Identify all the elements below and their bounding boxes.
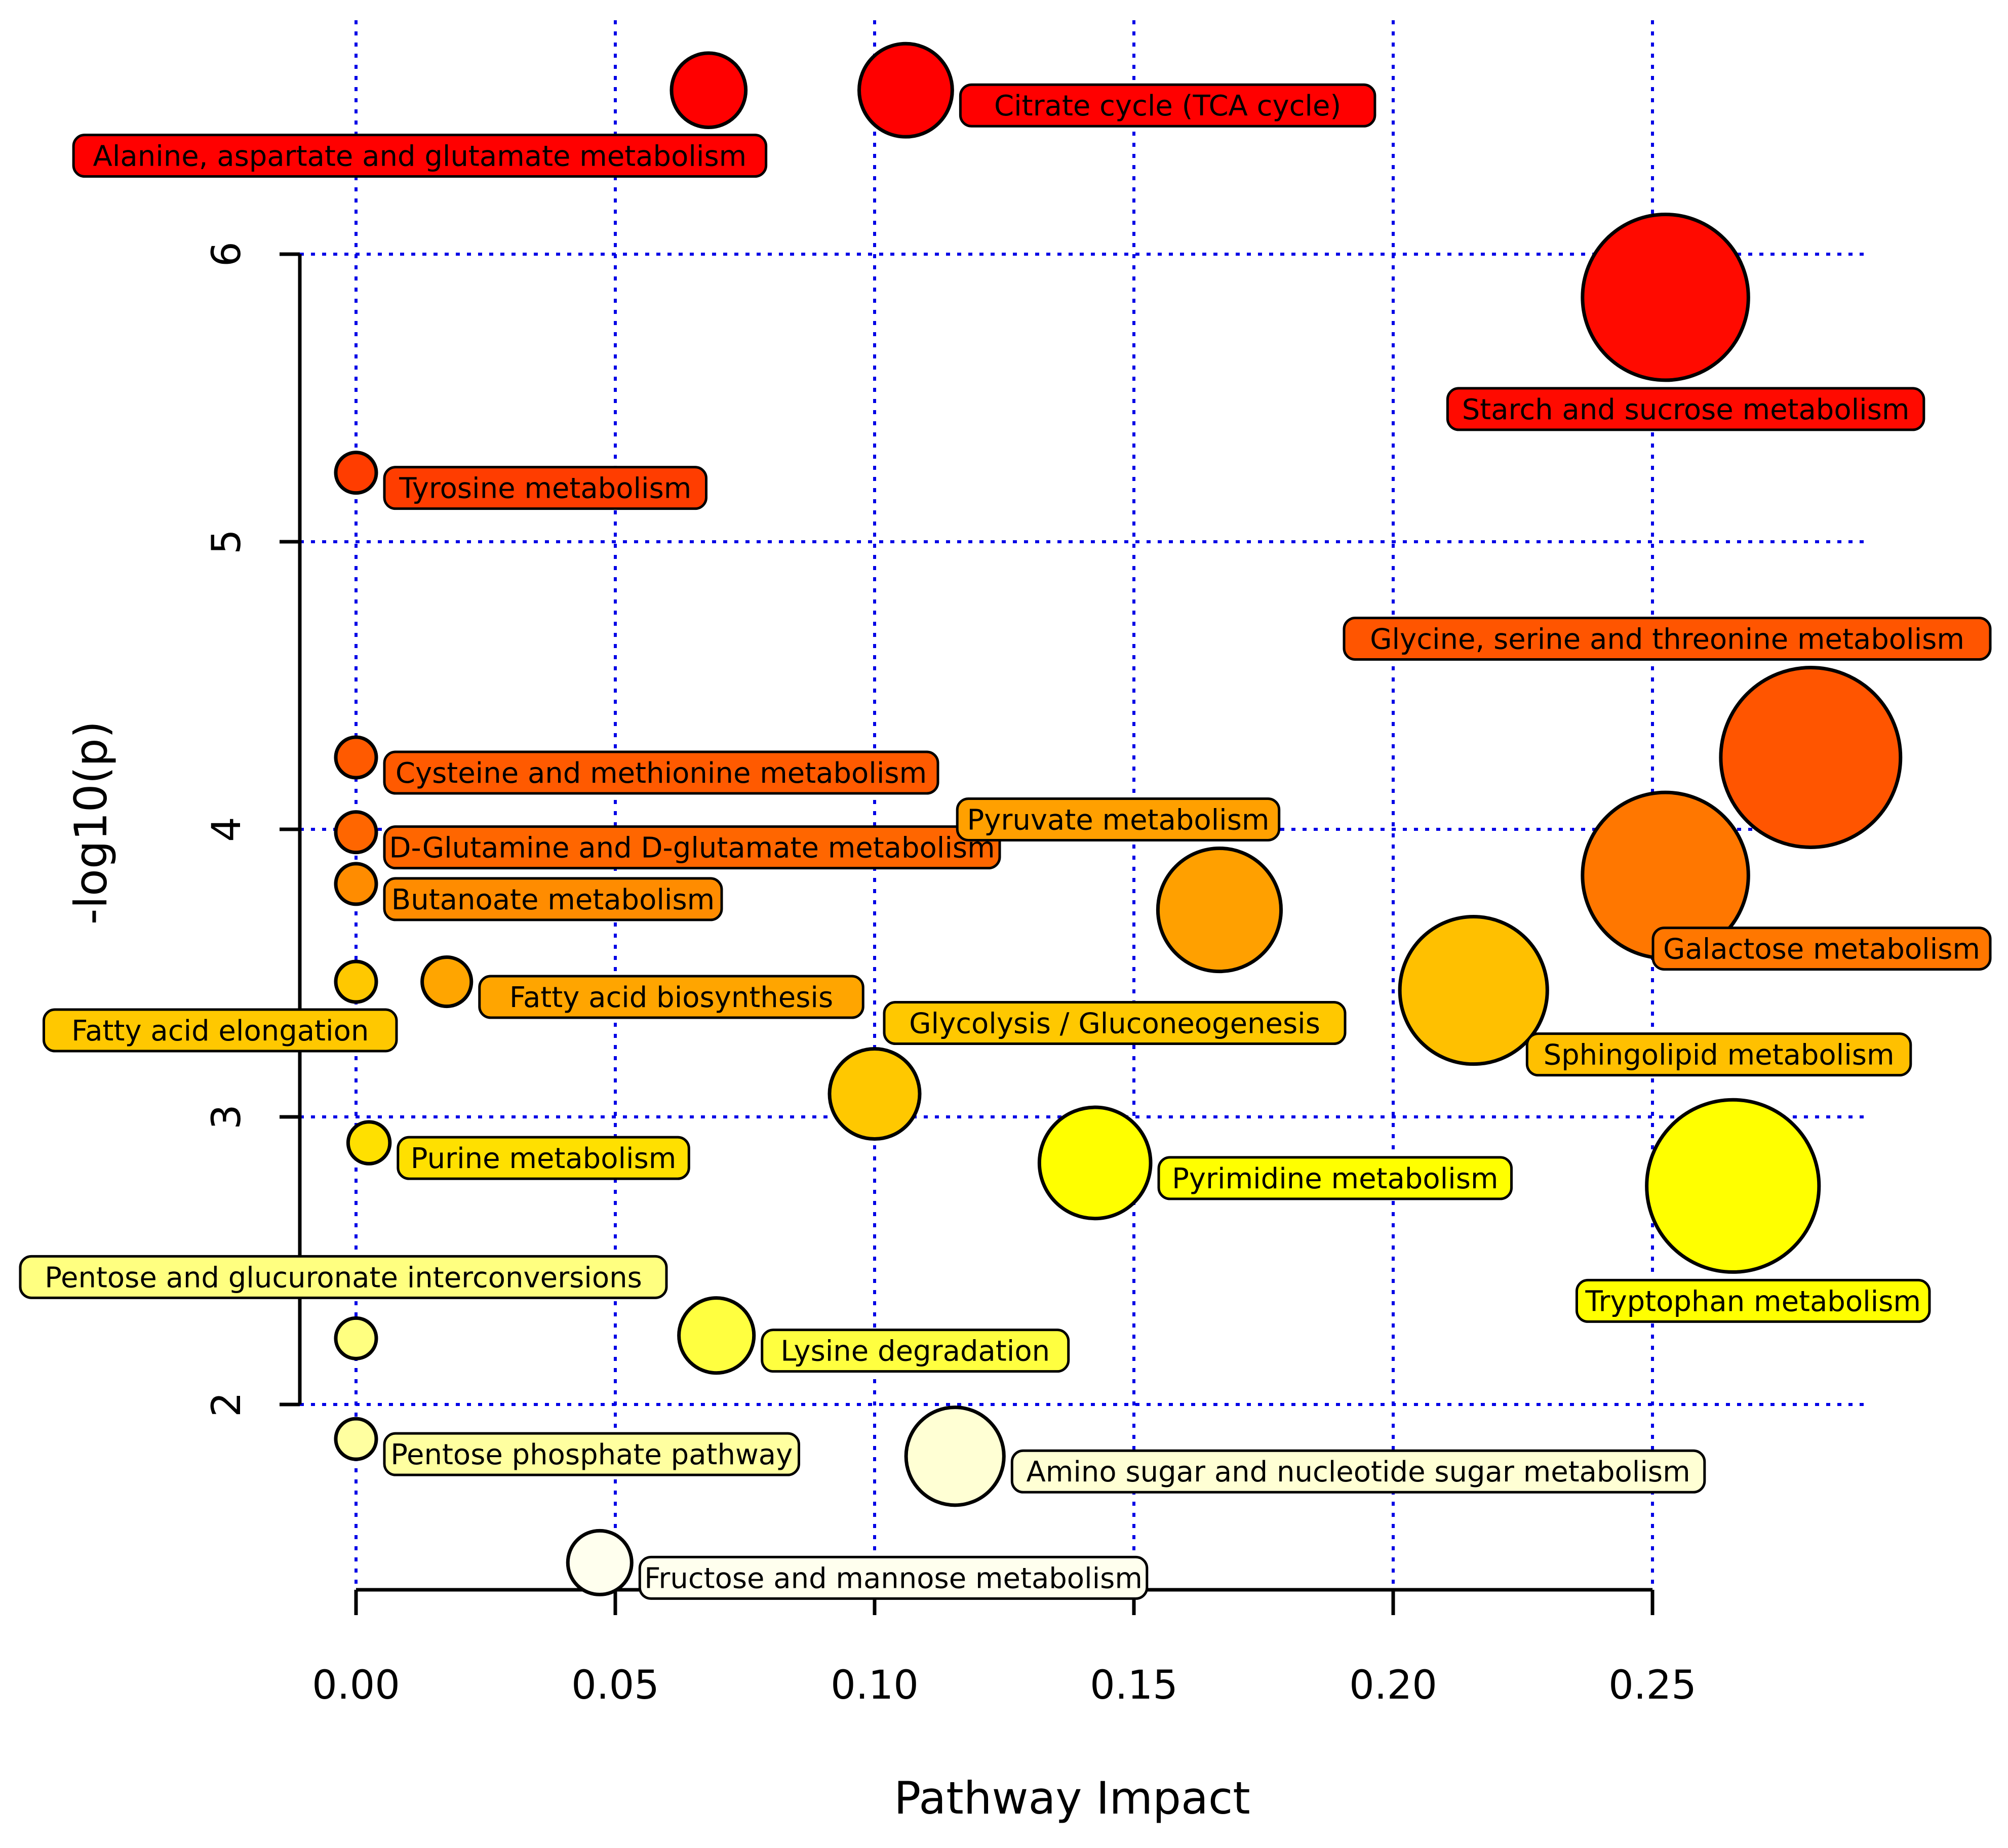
point-label-box xyxy=(1575,1278,1931,1323)
point-label-box xyxy=(383,825,1001,870)
data-point xyxy=(904,1405,1006,1507)
data-point xyxy=(1037,1105,1153,1221)
data-point xyxy=(1581,212,1750,382)
x-tick-label: 0.25 xyxy=(1608,1663,1697,1708)
point-label: Pyrimidine metabolism xyxy=(1172,1162,1498,1195)
point-label: Tyrosine metabolism xyxy=(399,472,691,505)
data-point xyxy=(420,955,474,1009)
point-label: Glycolysis / Gluconeogenesis xyxy=(909,1008,1320,1040)
point-label: Purine metabolism xyxy=(411,1142,677,1175)
point-label-box xyxy=(383,750,939,795)
point-label-box xyxy=(1446,387,1925,431)
data-point xyxy=(334,810,378,855)
point-label: Galactose metabolism xyxy=(1663,933,1980,966)
point-label-box xyxy=(478,975,864,1019)
y-tick-label: 4 xyxy=(204,817,250,842)
point-label-box xyxy=(959,83,1376,128)
point-label-box xyxy=(1525,1032,1912,1077)
point-label: Alanine, aspartate and glutamate metabol… xyxy=(93,140,747,173)
y-tick-label: 6 xyxy=(204,242,250,267)
point-label: Tryptophan metabolism xyxy=(1585,1285,1920,1318)
data-point xyxy=(857,42,954,139)
point-label-box xyxy=(1157,1156,1513,1200)
point-label-box xyxy=(1343,617,1992,661)
data-point xyxy=(1156,846,1283,974)
data-point xyxy=(334,1316,378,1360)
data-point xyxy=(828,1047,922,1141)
data-point xyxy=(334,1417,378,1461)
point-label: Sphingolipid metabolism xyxy=(1544,1039,1895,1072)
point-label: Cysteine and methionine metabolism xyxy=(396,757,927,790)
data-point xyxy=(334,451,378,495)
data-point xyxy=(346,1120,392,1166)
data-point xyxy=(1645,1098,1821,1274)
y-tick-label: 3 xyxy=(204,1104,250,1130)
x-axis-title: Pathway Impact xyxy=(894,1772,1250,1824)
data-point xyxy=(677,1296,756,1375)
point-label-box xyxy=(383,877,723,921)
point-labels: Alanine, aspartate and glutamate metabol… xyxy=(19,83,1992,1600)
point-label-box xyxy=(43,1008,398,1053)
data-point xyxy=(334,735,378,780)
point-label: Glycine, serine and threonine metabolism xyxy=(1370,623,1964,656)
data-point xyxy=(1719,666,1903,849)
x-tick-label: 0.00 xyxy=(312,1663,400,1708)
point-label: Starch and sucrose metabolism xyxy=(1462,393,1910,426)
x-tick-label: 0.20 xyxy=(1349,1663,1437,1708)
x-tick-label: 0.15 xyxy=(1090,1663,1178,1708)
data-point xyxy=(334,862,378,906)
point-label: Pyruvate metabolism xyxy=(967,804,1269,836)
y-tick-label: 2 xyxy=(204,1392,250,1417)
x-tick-label: 0.10 xyxy=(831,1663,919,1708)
point-label: Amino sugar and nucleotide sugar metabol… xyxy=(1026,1456,1690,1489)
x-tick-label: 0.05 xyxy=(571,1663,659,1708)
y-axis-title: -log10(p) xyxy=(65,721,117,925)
point-label-box xyxy=(638,1555,1149,1600)
point-label-box xyxy=(383,466,707,510)
y-tick-label: 5 xyxy=(204,529,250,554)
point-label: Fatty acid elongation xyxy=(71,1015,369,1048)
data-point xyxy=(670,51,748,130)
data-point xyxy=(566,1529,634,1596)
point-label: Citrate cycle (TCA cycle) xyxy=(994,90,1341,123)
point-label: Fatty acid biosynthesis xyxy=(509,981,833,1014)
point-label-box xyxy=(761,1329,1070,1373)
point-label: Pentose phosphate pathway xyxy=(390,1438,793,1471)
point-label-box xyxy=(956,797,1281,841)
point-label-box xyxy=(397,1136,690,1180)
point-label-box xyxy=(1651,927,1992,971)
data-point xyxy=(334,959,378,1004)
data-point xyxy=(1398,914,1549,1066)
axes: 2 3 4 5 6 0.00 0.05 0.10 0.15 0.20 0.25 xyxy=(204,242,1697,1708)
point-label: Fructose and mannose metabolism xyxy=(644,1562,1143,1595)
point-label: D-Glutamine and D-glutamate metabolism xyxy=(389,832,995,865)
point-label-box xyxy=(1010,1449,1706,1494)
point-label-box xyxy=(72,134,768,178)
point-label-box xyxy=(19,1255,668,1299)
point-label: Butanoate metabolism xyxy=(391,883,715,916)
point-label-box xyxy=(383,1432,800,1476)
point-label-box xyxy=(883,1001,1347,1046)
point-label: Lysine degradation xyxy=(780,1335,1050,1368)
point-label: Pentose and glucuronate interconversions xyxy=(45,1261,642,1294)
